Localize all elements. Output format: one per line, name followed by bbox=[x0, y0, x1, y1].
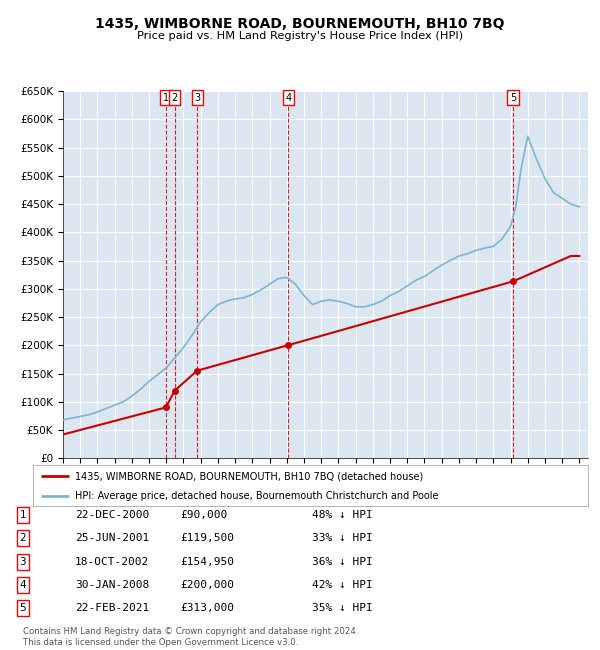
Text: 5: 5 bbox=[510, 93, 516, 103]
Text: 25-JUN-2001: 25-JUN-2001 bbox=[75, 533, 149, 543]
Text: £90,000: £90,000 bbox=[180, 510, 227, 520]
Text: 18-OCT-2002: 18-OCT-2002 bbox=[75, 556, 149, 567]
Text: 3: 3 bbox=[19, 556, 26, 567]
Text: HPI: Average price, detached house, Bournemouth Christchurch and Poole: HPI: Average price, detached house, Bour… bbox=[74, 491, 438, 500]
Text: £200,000: £200,000 bbox=[180, 580, 234, 590]
Text: £119,500: £119,500 bbox=[180, 533, 234, 543]
Text: 30-JAN-2008: 30-JAN-2008 bbox=[75, 580, 149, 590]
Text: 2: 2 bbox=[19, 533, 26, 543]
Text: 4: 4 bbox=[19, 580, 26, 590]
Text: 2: 2 bbox=[172, 93, 178, 103]
Text: 22-DEC-2000: 22-DEC-2000 bbox=[75, 510, 149, 520]
Text: Contains HM Land Registry data © Crown copyright and database right 2024.
This d: Contains HM Land Registry data © Crown c… bbox=[23, 627, 358, 647]
Text: 35% ↓ HPI: 35% ↓ HPI bbox=[312, 603, 373, 614]
Text: 3: 3 bbox=[194, 93, 200, 103]
Text: 1: 1 bbox=[19, 510, 26, 520]
Text: 1: 1 bbox=[163, 93, 169, 103]
Text: 1435, WIMBORNE ROAD, BOURNEMOUTH, BH10 7BQ (detached house): 1435, WIMBORNE ROAD, BOURNEMOUTH, BH10 7… bbox=[74, 471, 423, 481]
Text: £313,000: £313,000 bbox=[180, 603, 234, 614]
Text: Price paid vs. HM Land Registry's House Price Index (HPI): Price paid vs. HM Land Registry's House … bbox=[137, 31, 463, 40]
Text: 33% ↓ HPI: 33% ↓ HPI bbox=[312, 533, 373, 543]
Text: 42% ↓ HPI: 42% ↓ HPI bbox=[312, 580, 373, 590]
Text: 5: 5 bbox=[19, 603, 26, 614]
Text: 1435, WIMBORNE ROAD, BOURNEMOUTH, BH10 7BQ: 1435, WIMBORNE ROAD, BOURNEMOUTH, BH10 7… bbox=[95, 17, 505, 31]
Text: 22-FEB-2021: 22-FEB-2021 bbox=[75, 603, 149, 614]
Text: 48% ↓ HPI: 48% ↓ HPI bbox=[312, 510, 373, 520]
Text: 36% ↓ HPI: 36% ↓ HPI bbox=[312, 556, 373, 567]
Text: 4: 4 bbox=[285, 93, 291, 103]
Text: £154,950: £154,950 bbox=[180, 556, 234, 567]
